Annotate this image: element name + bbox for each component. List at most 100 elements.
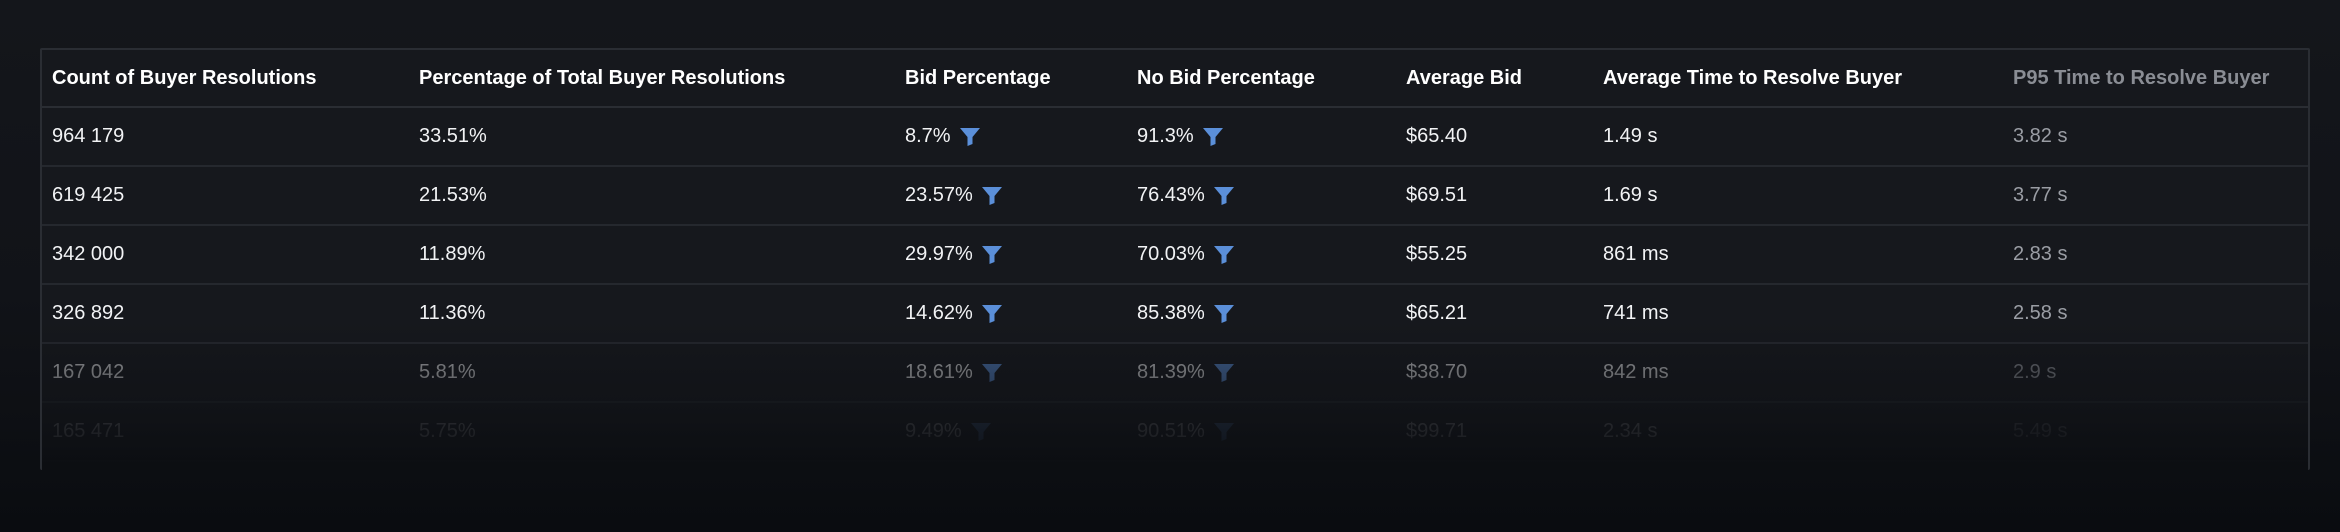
cell-value: 619 425 xyxy=(52,184,125,206)
cell-value: 21.53% xyxy=(419,184,487,206)
filter-funnel-icon[interactable] xyxy=(1213,186,1235,206)
cell-value: 81.39% xyxy=(1137,361,1205,383)
cell-count: 342 000 xyxy=(42,243,409,266)
column-header-p95-time-to-resolve-buyer[interactable]: P95 Time to Resolve Buyer xyxy=(2013,66,2270,89)
cell-value: 9.49% xyxy=(905,420,962,442)
cell-average-bid: $69.51 xyxy=(1396,184,1593,207)
cell-value: 842 ms xyxy=(1603,361,1669,383)
cell-count: 167 042 xyxy=(42,361,409,384)
cell-value: 70.03% xyxy=(1137,243,1205,265)
cell-bid-percentage: 29.97% xyxy=(895,243,1127,266)
cell-value: 964 179 xyxy=(52,125,125,147)
cell-count: 165 471 xyxy=(42,420,409,443)
cell-value: 85.38% xyxy=(1137,302,1205,324)
cell-bid-percentage: 18.61% xyxy=(895,361,1127,384)
cell-value: 167 042 xyxy=(52,361,125,383)
cell-value: 2.58 s xyxy=(2013,302,2068,324)
cell-p95-time: 3.82 s xyxy=(2003,125,2308,148)
cell-average-bid: $55.25 xyxy=(1396,243,1593,266)
cell-p95-time: 5.49 s xyxy=(2003,420,2308,443)
cell-value: 8.7% xyxy=(905,125,951,147)
filter-funnel-icon[interactable] xyxy=(981,304,1003,324)
cell-average-time: 861 ms xyxy=(1593,243,2003,266)
cell-value: 11.36% xyxy=(419,302,486,324)
cell-average-bid: $65.21 xyxy=(1396,302,1593,325)
cell-value: 29.97% xyxy=(905,243,973,265)
cell-p95-time: 3.77 s xyxy=(2003,184,2308,207)
cell-value: 326 892 xyxy=(52,302,125,324)
column-header-no-bid-percentage[interactable]: No Bid Percentage xyxy=(1137,66,1315,89)
cell-value: 2.34 s xyxy=(1603,420,1658,442)
cell-percentage-of-total: 11.89% xyxy=(409,243,895,266)
filter-funnel-icon[interactable] xyxy=(970,422,992,442)
cell-average-time: 842 ms xyxy=(1593,361,2003,384)
cell-percentage-of-total: 11.36% xyxy=(409,302,895,325)
cell-value: 165 471 xyxy=(52,420,125,442)
filter-funnel-icon[interactable] xyxy=(1213,363,1235,383)
cell-percentage-of-total: 33.51% xyxy=(409,125,895,148)
cell-no-bid-percentage: 76.43% xyxy=(1127,184,1396,207)
column-header-percentage-of-total-buyer-resolutions[interactable]: Percentage of Total Buyer Resolutions xyxy=(419,66,786,89)
table-row: 165 471 5.75% 9.49% 90.51% $99.71 2.34 s 5.49 … xyxy=(42,403,2308,462)
table-body: 964 179 33.51% 8.7% 91.3% $65.40 1.49 s 3.82 s… xyxy=(42,108,2308,462)
cell-p95-time: 2.9 s xyxy=(2003,361,2308,384)
column-header-average-bid[interactable]: Average Bid xyxy=(1406,66,1522,89)
filter-funnel-icon[interactable] xyxy=(981,363,1003,383)
cell-value: 23.57% xyxy=(905,184,973,206)
buyer-resolutions-table: Count of Buyer Resolutions Percentage of… xyxy=(40,48,2310,470)
cell-value: 3.77 s xyxy=(2013,184,2068,206)
cell-bid-percentage: 23.57% xyxy=(895,184,1127,207)
cell-average-bid: $65.40 xyxy=(1396,125,1593,148)
cell-no-bid-percentage: 70.03% xyxy=(1127,243,1396,266)
column-header-bid-percentage[interactable]: Bid Percentage xyxy=(905,66,1051,89)
filter-funnel-icon[interactable] xyxy=(1213,245,1235,265)
cell-value: 1.69 s xyxy=(1603,184,1658,206)
filter-funnel-icon[interactable] xyxy=(1202,127,1224,147)
cell-value: 3.82 s xyxy=(2013,125,2068,147)
cell-percentage-of-total: 5.75% xyxy=(409,420,895,443)
cell-no-bid-percentage: 81.39% xyxy=(1127,361,1396,384)
cell-average-time: 741 ms xyxy=(1593,302,2003,325)
cell-count: 326 892 xyxy=(42,302,409,325)
cell-value: 741 ms xyxy=(1603,302,1669,324)
filter-funnel-icon[interactable] xyxy=(1213,304,1235,324)
filter-funnel-icon[interactable] xyxy=(981,186,1003,206)
cell-value: 1.49 s xyxy=(1603,125,1658,147)
cell-value: 2.83 s xyxy=(2013,243,2068,265)
table-row: 326 892 11.36% 14.62% 85.38% $65.21 741 ms 2.5… xyxy=(42,285,2308,344)
cell-value: 91.3% xyxy=(1137,125,1194,147)
table-row: 619 425 21.53% 23.57% 76.43% $69.51 1.69 s 3.7… xyxy=(42,167,2308,226)
cell-value: $38.70 xyxy=(1406,361,1468,383)
table-header-row: Count of Buyer Resolutions Percentage of… xyxy=(42,50,2308,108)
cell-average-bid: $99.71 xyxy=(1396,420,1593,443)
cell-value: 90.51% xyxy=(1137,420,1205,442)
filter-funnel-icon[interactable] xyxy=(981,245,1003,265)
cell-value: 14.62% xyxy=(905,302,973,324)
cell-percentage-of-total: 5.81% xyxy=(409,361,895,384)
cell-value: $65.40 xyxy=(1406,125,1468,147)
cell-no-bid-percentage: 90.51% xyxy=(1127,420,1396,443)
column-header-average-time-to-resolve-buyer[interactable]: Average Time to Resolve Buyer xyxy=(1603,66,1903,89)
cell-value: 342 000 xyxy=(52,243,125,265)
cell-bid-percentage: 14.62% xyxy=(895,302,1127,325)
cell-no-bid-percentage: 85.38% xyxy=(1127,302,1396,325)
cell-value: $69.51 xyxy=(1406,184,1468,206)
cell-average-time: 1.49 s xyxy=(1593,125,2003,148)
cell-bid-percentage: 8.7% xyxy=(895,125,1127,148)
table-row: 964 179 33.51% 8.7% 91.3% $65.40 1.49 s 3.82 s xyxy=(42,108,2308,167)
cell-value: 2.9 s xyxy=(2013,361,2057,383)
cell-count: 619 425 xyxy=(42,184,409,207)
cell-value: 5.75% xyxy=(419,420,476,442)
cell-value: $99.71 xyxy=(1406,420,1468,442)
filter-funnel-icon[interactable] xyxy=(959,127,981,147)
column-header-count-of-buyer-resolutions[interactable]: Count of Buyer Resolutions xyxy=(52,66,317,89)
cell-value: $55.25 xyxy=(1406,243,1468,265)
cell-value: 11.89% xyxy=(419,243,486,265)
cell-value: 33.51% xyxy=(419,125,487,147)
cell-value: 861 ms xyxy=(1603,243,1669,265)
cell-p95-time: 2.58 s xyxy=(2003,302,2308,325)
cell-percentage-of-total: 21.53% xyxy=(409,184,895,207)
filter-funnel-icon[interactable] xyxy=(1213,422,1235,442)
cell-value: $65.21 xyxy=(1406,302,1468,324)
table-row: 167 042 5.81% 18.61% 81.39% $38.70 842 ms 2.9 … xyxy=(42,344,2308,403)
